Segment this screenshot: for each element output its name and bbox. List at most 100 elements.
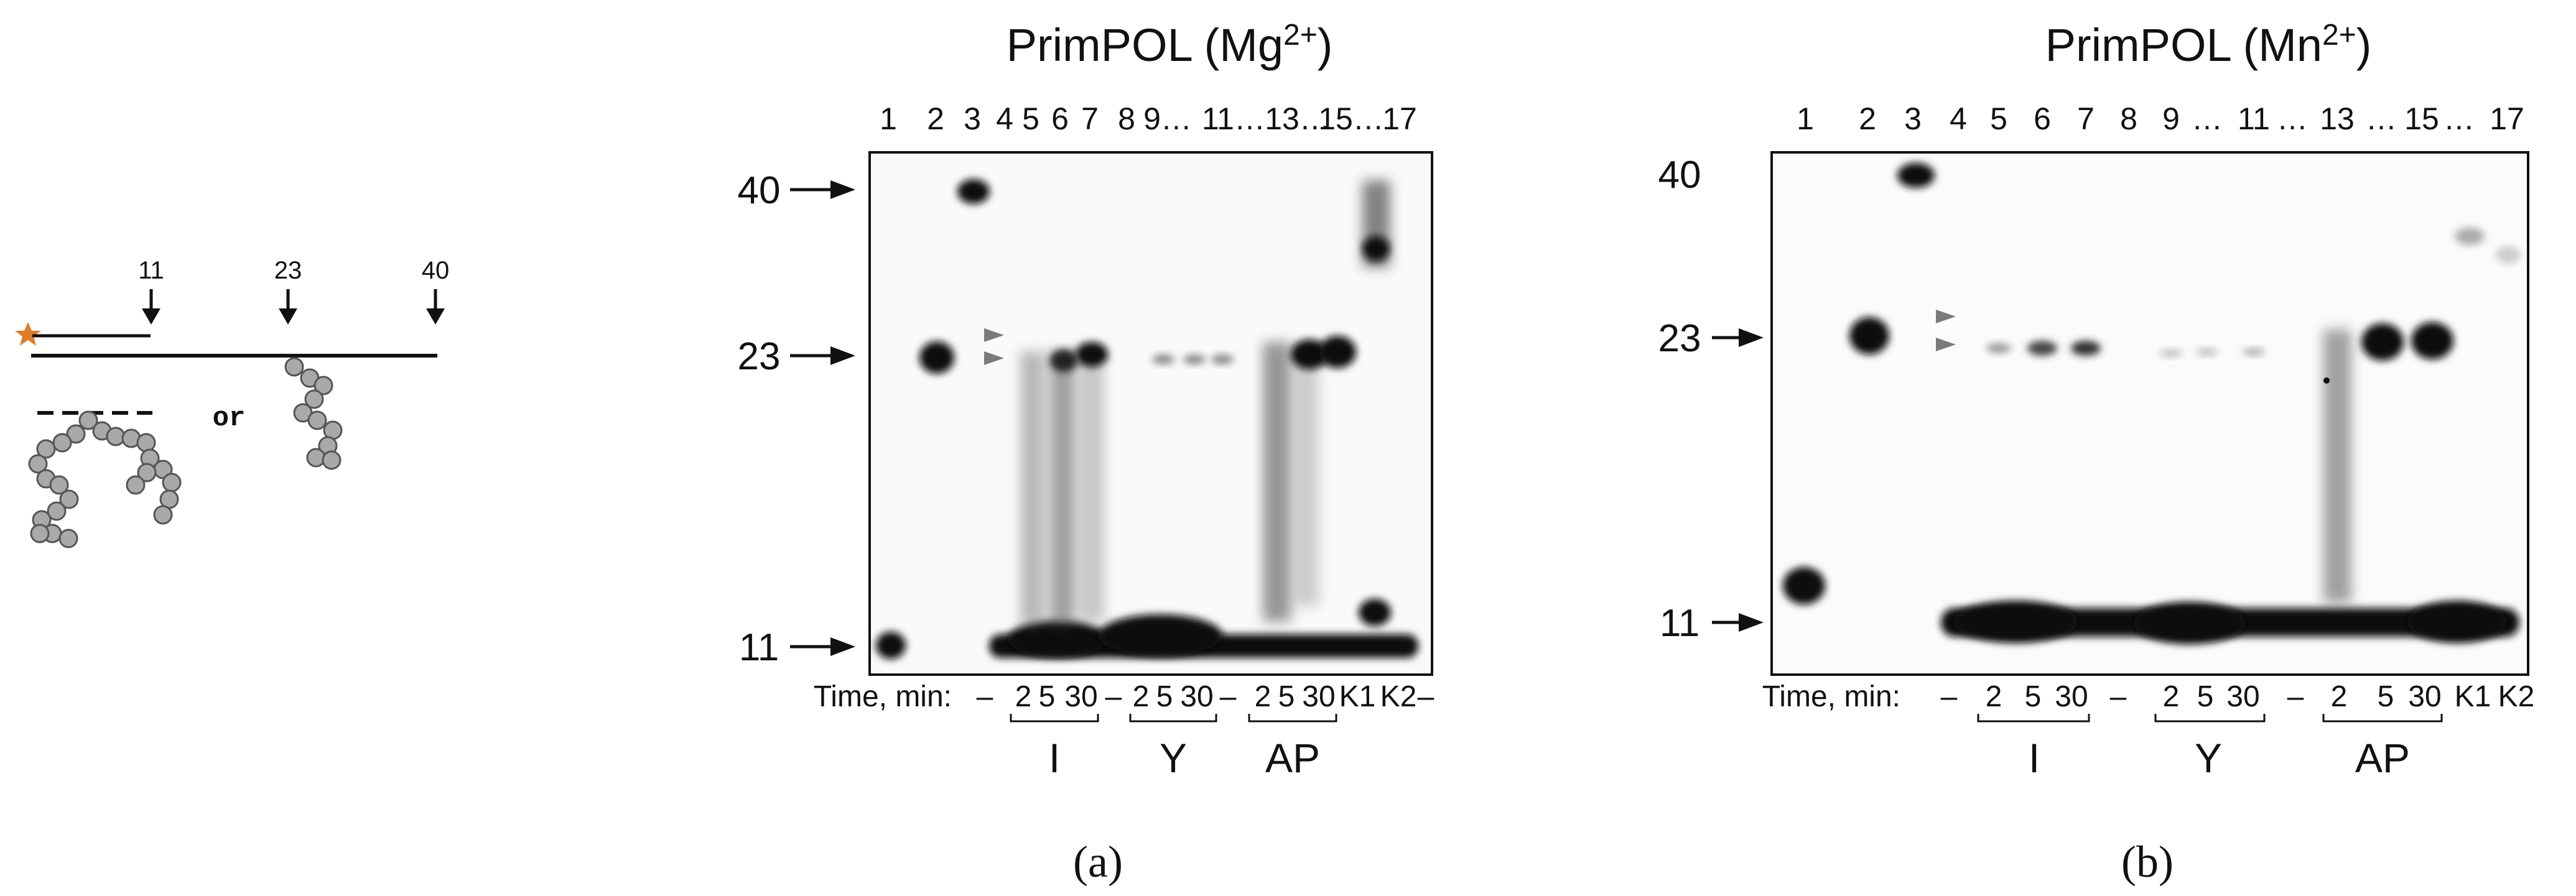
lane-label: …: [2192, 101, 2223, 136]
group-label-ap: AP: [2355, 735, 2410, 781]
lane-label: 8: [2120, 101, 2137, 136]
time-value: K1: [1339, 680, 1376, 713]
panel-label-a: (a): [1073, 837, 1123, 887]
lane-label: …: [2277, 101, 2308, 136]
primpol-protein-chain-icon: [284, 357, 343, 470]
panel-b-product-arrowheads-icon: [1936, 310, 1956, 351]
group-label-y: Y: [2195, 735, 2222, 781]
lane-label: 8: [1118, 101, 1135, 136]
time-value: 2: [1015, 680, 1032, 713]
position-11-arrow-icon: [142, 289, 160, 325]
time-value: 2: [1986, 680, 2002, 713]
panel-b-lane-labels: 1 2 3 4 5 6 7 8 9 … 11 … 13 … 15 … 17: [1797, 101, 2524, 136]
time-value: –: [2110, 680, 2127, 713]
time-value: 30: [2226, 680, 2259, 713]
time-value: 5: [1278, 680, 1295, 713]
panel-a-gel-bands: [876, 179, 1418, 659]
time-value: 30: [1064, 680, 1097, 713]
time-value: K2: [1380, 680, 1417, 713]
time-value: 30: [2055, 680, 2088, 713]
lane-label: 17: [1382, 101, 1417, 136]
size-marker-40: 40: [1658, 154, 1701, 196]
time-value: –: [1105, 680, 1122, 713]
time-value: 5: [2378, 680, 2394, 713]
size-marker-arrow-icon: [790, 346, 855, 365]
panel-label-b: (b): [2121, 837, 2174, 887]
lane-label: 4: [1950, 101, 1967, 136]
time-value: 2: [1255, 680, 1272, 713]
position-23-arrow-icon: [279, 289, 297, 325]
time-value: –: [1220, 680, 1237, 713]
lane-label: 15: [2404, 101, 2439, 136]
time-label: Time, min:: [814, 680, 952, 713]
lane-label: 11…: [1202, 101, 1265, 136]
panel-b-gel-bands: [1783, 163, 2521, 644]
lane-label: 5: [1022, 101, 1039, 136]
lane-label: 9: [2162, 101, 2180, 136]
time-value: –: [2287, 680, 2304, 713]
time-value: 2: [2163, 680, 2180, 713]
time-value: K1: [2455, 680, 2491, 713]
lane-label: 11: [2238, 101, 2270, 136]
lane-label: 15…: [1318, 101, 1384, 136]
size-marker-23: 23: [738, 335, 781, 378]
group-label-i: I: [2029, 735, 2040, 781]
time-value: –: [977, 680, 993, 713]
group-brackets: [1010, 714, 1337, 723]
size-marker-40: 40: [738, 169, 781, 212]
panel-b-title: PrimPOL (Mn2+): [2045, 19, 2372, 71]
lane-label: 1: [1797, 101, 1814, 136]
time-value: –: [1418, 680, 1434, 713]
time-value: 30: [1180, 680, 1213, 713]
panel-b: PrimPOL (Mn2+) 1 2 3 4 5 6 7 8 9 … 11 … …: [1658, 19, 2535, 887]
panel-b-time-values: – 2 5 30 – 2 5 30 – 2 5 30 K1 K2: [1941, 680, 2535, 713]
time-value: 30: [1302, 680, 1335, 713]
panel-a-product-arrowheads-icon: [984, 328, 1004, 365]
time-value: 5: [2197, 680, 2214, 713]
lane-label: 7: [1081, 101, 1099, 136]
lane-label: 3: [964, 101, 981, 136]
lane-label: 13…: [1265, 101, 1331, 136]
size-marker-11: 11: [1660, 602, 1700, 645]
substrate-schematic: 11 23 40 or: [15, 257, 450, 548]
lane-label: …: [2366, 101, 2397, 136]
panel-a-lane-labels: 1 2 3 4 5 6 7 8 9… 11… 13… 15… 17: [880, 101, 1417, 136]
lane-label: 17: [2490, 101, 2524, 136]
group-label-ap: AP: [1265, 735, 1320, 781]
position-23-label: 23: [274, 257, 302, 284]
lane-label: 4: [996, 101, 1013, 136]
panel-b-gel-image: [1770, 151, 2529, 676]
size-marker-11: 11: [739, 626, 779, 669]
size-marker-arrow-icon: [1712, 613, 1764, 632]
lane-label: 3: [1904, 101, 1922, 136]
time-value: 30: [2408, 680, 2441, 713]
lane-label: 13: [2320, 101, 2355, 136]
size-marker-arrow-icon: [790, 180, 855, 199]
size-marker-arrow-icon: [1712, 328, 1764, 347]
or-label: or: [213, 403, 246, 434]
panel-a-title: PrimPOL (Mg2+): [1007, 19, 1333, 71]
lane-label: 9…: [1143, 101, 1192, 136]
position-11-label: 11: [138, 257, 164, 284]
group-label-i: I: [1049, 735, 1060, 781]
group-label-y: Y: [1160, 735, 1187, 781]
lane-label: 1: [880, 101, 897, 136]
time-value: 5: [1039, 680, 1056, 713]
lane-label: …: [2443, 101, 2475, 136]
time-value: –: [1941, 680, 1958, 713]
time-value: 5: [1156, 680, 1173, 713]
label-star-icon: [15, 322, 41, 346]
lane-label: 6: [1051, 101, 1069, 136]
group-brackets: [1977, 714, 2443, 723]
panel-a-gel-image: [868, 151, 1433, 676]
time-value: K2: [2498, 680, 2535, 713]
lane-label: 2: [1859, 101, 1876, 136]
lane-label: 6: [2034, 101, 2051, 136]
size-marker-23: 23: [1658, 317, 1701, 360]
position-40-label: 40: [422, 257, 450, 284]
lane-label: 5: [1990, 101, 2007, 136]
time-value: 5: [2025, 680, 2042, 713]
size-marker-arrow-icon: [790, 637, 855, 656]
position-40-arrow-icon: [426, 289, 445, 325]
time-value: 2: [1133, 680, 1150, 713]
